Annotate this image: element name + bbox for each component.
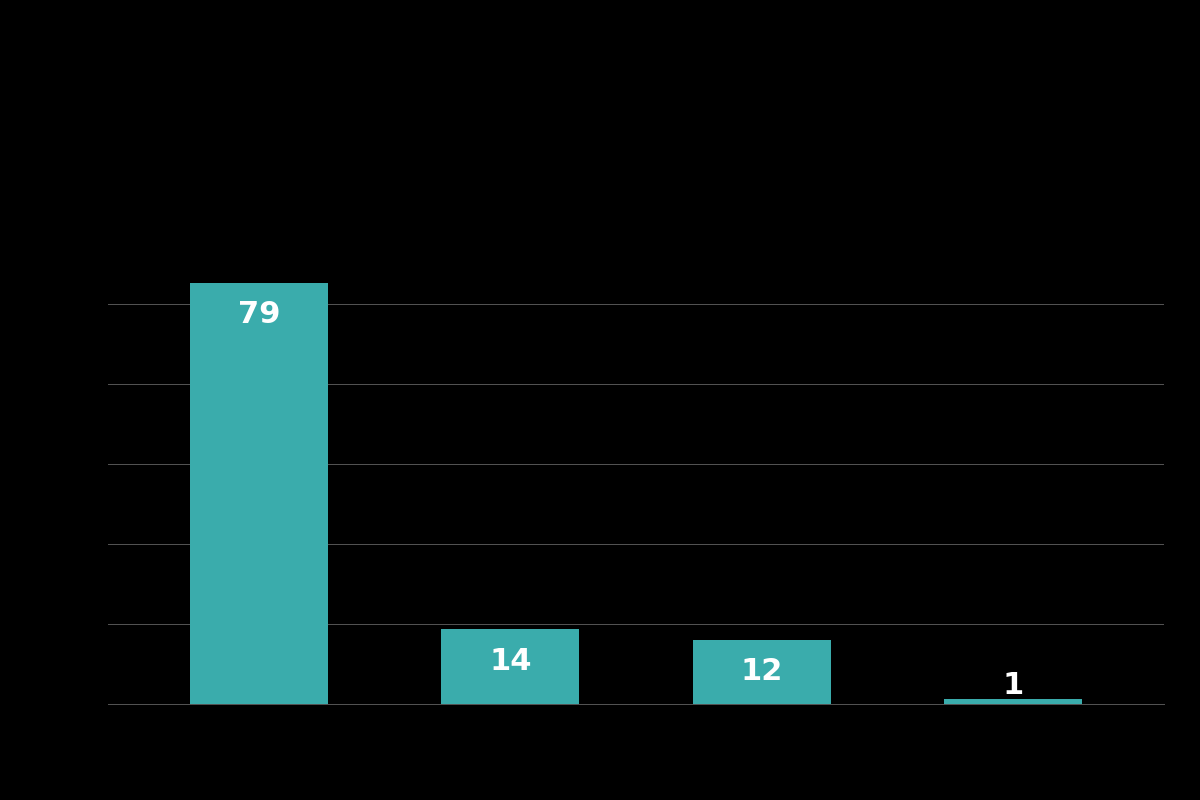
Bar: [190, 282, 328, 704]
Text: 1: 1: [1002, 671, 1024, 700]
Bar: [944, 698, 1082, 704]
Bar: [692, 640, 830, 704]
Text: 12: 12: [740, 658, 782, 686]
Bar: [442, 630, 580, 704]
Text: 79: 79: [238, 300, 280, 329]
Text: 14: 14: [490, 647, 532, 676]
